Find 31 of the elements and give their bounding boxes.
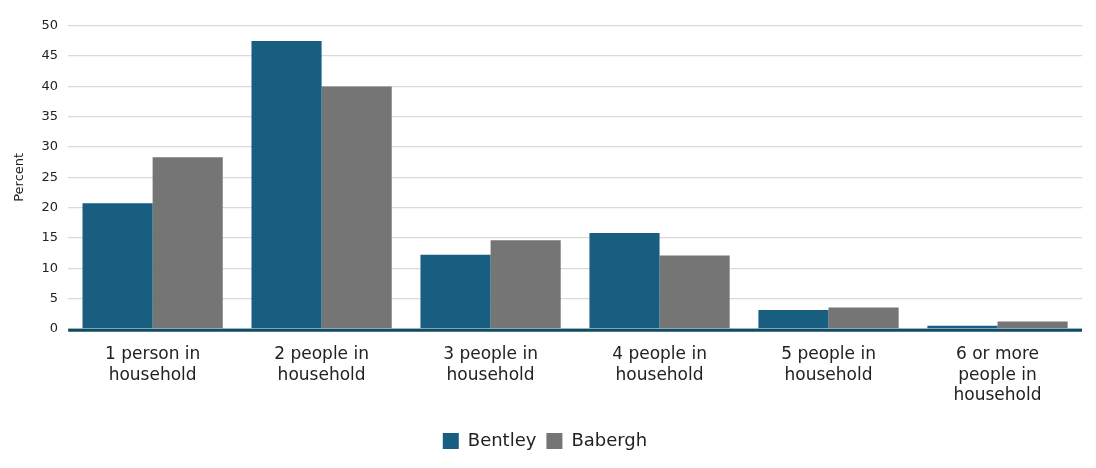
y-tick-label: 0 [49, 320, 59, 336]
bar [758, 310, 829, 329]
bar [420, 254, 491, 329]
bar [828, 307, 899, 329]
y-tick-label: 15 [41, 229, 59, 245]
x-tick-label: 6 or more people in household [953, 343, 1042, 405]
y-tick-label: 10 [41, 259, 59, 275]
y-tick-label: 40 [41, 77, 59, 93]
bar [82, 203, 153, 329]
y-tick-label: 50 [41, 17, 59, 33]
x-tick-label: 1 person in household [104, 343, 201, 384]
x-tick-label: 2 people in household [274, 343, 369, 384]
bar [251, 40, 322, 329]
bar [490, 240, 561, 329]
bar [997, 321, 1068, 329]
x-tick-label: 5 people in household [781, 343, 876, 384]
y-tick-label: 45 [41, 47, 59, 63]
bar [321, 86, 392, 329]
legend-label: Bentley [467, 428, 537, 450]
bar [589, 233, 660, 329]
bar [152, 157, 223, 329]
y-tick-label: 20 [41, 198, 59, 214]
legend-label: Babergh [571, 428, 648, 450]
y-axis-title: Percent [11, 152, 27, 202]
y-tick-label: 5 [49, 289, 59, 305]
x-tick-label: 3 people in household [443, 343, 538, 384]
y-tick-label: 25 [41, 168, 59, 184]
bar [659, 255, 730, 329]
y-tick-label: 35 [41, 108, 59, 124]
x-tick-label: 4 people in household [612, 343, 707, 384]
y-tick-label: 30 [41, 138, 59, 154]
